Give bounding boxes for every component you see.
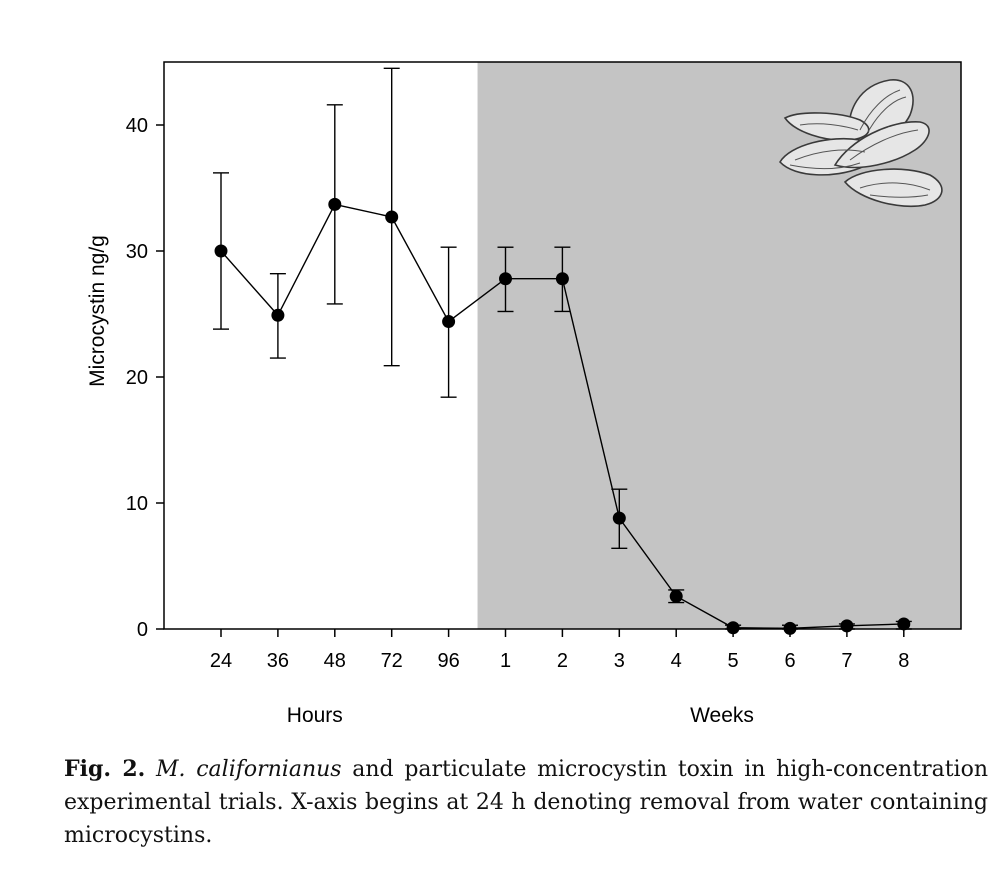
figure-caption: Fig. 2. M. californianus and particulate… bbox=[64, 753, 988, 852]
mussel-hatch-2 bbox=[867, 96, 907, 133]
mussel-hatch-1 bbox=[859, 89, 901, 131]
y-tick-label: 10 bbox=[126, 493, 148, 515]
y-tick-label: 40 bbox=[126, 115, 148, 137]
data-point bbox=[669, 589, 683, 603]
mussel-shell-2 bbox=[783, 112, 870, 142]
x-tick-label: 4 bbox=[671, 650, 682, 672]
data-point bbox=[271, 308, 285, 322]
x-group-label-weeks: Weeks bbox=[690, 704, 754, 727]
caption-species: M. californianus bbox=[156, 757, 342, 782]
x-group-label-hours: Hours bbox=[287, 704, 343, 727]
caption-label: Fig. 2. bbox=[64, 756, 146, 782]
x-tick-label: 24 bbox=[210, 650, 232, 672]
data-point bbox=[385, 210, 399, 224]
y-axis-label: Microcystin ng/g bbox=[86, 235, 109, 387]
caption-text: and particulate microcystin toxin in hig… bbox=[64, 757, 988, 848]
y-tick-label: 30 bbox=[126, 241, 148, 263]
data-point bbox=[555, 272, 569, 286]
y-tick-label: 0 bbox=[137, 619, 148, 641]
x-tick-label: 1 bbox=[500, 650, 511, 672]
mussel-shell-4 bbox=[833, 121, 930, 169]
data-point bbox=[328, 197, 342, 211]
data-point bbox=[442, 315, 456, 329]
mussel-hatch-4 bbox=[794, 149, 866, 161]
x-tick-label: 48 bbox=[324, 650, 346, 672]
mussels-illustration bbox=[779, 79, 943, 208]
mussel-hatch-7 bbox=[789, 162, 861, 170]
mussel-hatch-5 bbox=[849, 129, 919, 161]
data-point bbox=[783, 621, 797, 635]
data-point bbox=[840, 619, 854, 633]
x-tick-label: 2 bbox=[557, 650, 568, 672]
data-point bbox=[214, 244, 228, 258]
x-tick-label: 6 bbox=[784, 650, 795, 672]
x-tick-label: 7 bbox=[841, 650, 852, 672]
x-tick-label: 3 bbox=[614, 650, 625, 672]
x-tick-label: 8 bbox=[898, 650, 909, 672]
chart: 0 10 20 30 40 24 36 48 72 96 1 2 3 4 5 6 7 8 Microcystin… bbox=[86, 61, 962, 727]
data-point bbox=[612, 511, 626, 525]
mussel-hatch-8 bbox=[869, 194, 929, 198]
x-tick-label: 96 bbox=[437, 650, 459, 672]
x-tick-label: 36 bbox=[267, 650, 289, 672]
mussel-hatch-3 bbox=[799, 123, 859, 131]
data-point bbox=[726, 621, 740, 635]
mussel-hatch-6 bbox=[859, 182, 931, 191]
x-tick-label: 72 bbox=[381, 650, 403, 672]
x-tick-label: 5 bbox=[728, 650, 739, 672]
y-tick-label: 20 bbox=[126, 367, 148, 389]
data-point bbox=[897, 617, 911, 631]
data-point bbox=[499, 272, 512, 286]
